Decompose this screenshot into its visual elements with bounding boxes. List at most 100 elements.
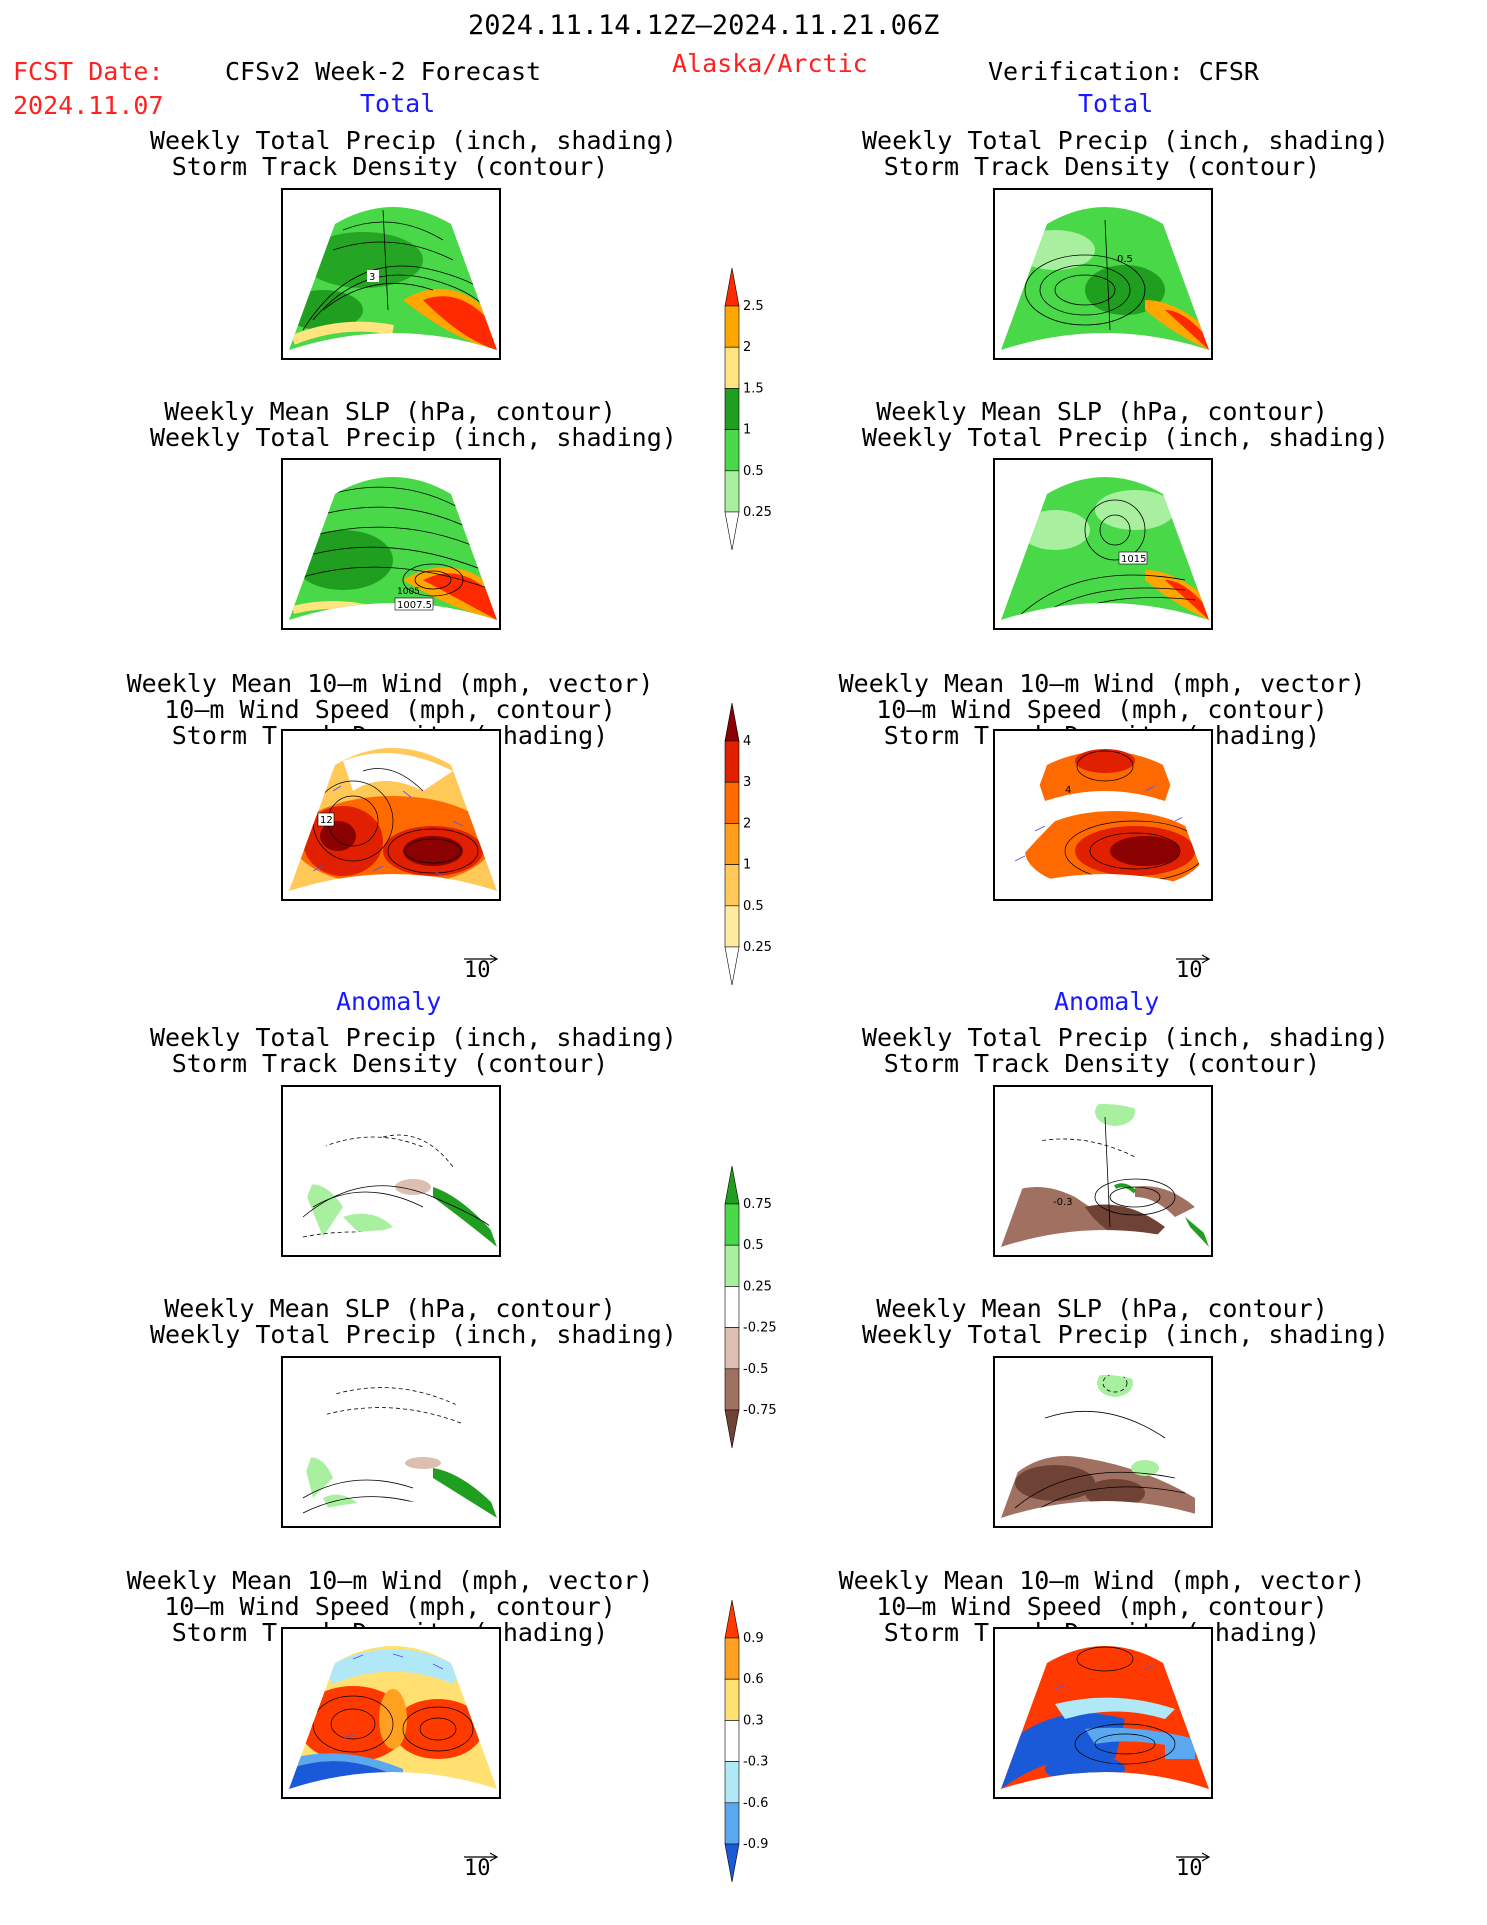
vector-ref-fc-anom: 10 (462, 1848, 502, 1881)
map-fc-anom-wind (281, 1627, 501, 1799)
colorbar-segment (724, 703, 740, 742)
contour-label: 12 (320, 815, 333, 826)
vector-ref-fc-total: 10 (462, 950, 502, 983)
colorbar-segment (724, 1637, 740, 1680)
map-fc-total-slp: 1005 1007.5 (281, 458, 501, 630)
colorbar-segment (724, 305, 740, 348)
forecast-label: CFSv2 Week-2 Forecast (225, 57, 542, 86)
colorbar-label: -0.9 (743, 1837, 768, 1852)
colorbar-segment (724, 1843, 740, 1882)
colorbar-label: 0.5 (743, 1238, 764, 1253)
colorbar-segment (724, 1286, 740, 1328)
section-anomaly-left: Anomaly (336, 987, 442, 1016)
colorbar-label: 2.5 (743, 299, 764, 314)
colorbar-segment (724, 1600, 740, 1639)
colorbar-label: 0.5 (743, 464, 764, 479)
colorbar-label: 0.75 (743, 1197, 772, 1212)
title-fc-anom-precip: Weekly Total Precip (inch, shading) Storm… (150, 1023, 677, 1078)
title-fc-total-slp: Weekly Mean SLP (hPa, contour) Weekly Tot… (150, 397, 677, 452)
map-ob-total-precip: 0.5 (993, 188, 1213, 360)
colorbar-label: 1 (743, 423, 751, 438)
contour-label: 1005 (397, 587, 420, 597)
section-total-right: Total (1078, 89, 1154, 118)
map-ob-anom-wind (993, 1627, 1213, 1799)
fcst-date-label: FCST Date: (13, 57, 164, 86)
map-ob-total-slp: 1015 (993, 458, 1213, 630)
vector-ref-label: 10 (464, 1856, 491, 1881)
colorbar-precip-anom: 0.75 0.5 0.25 -0.25 -0.5 -0.75 (715, 1166, 795, 1448)
map-fc-total-precip: 3 (281, 188, 501, 360)
colorbar-label: 4 (743, 734, 751, 749)
colorbar-segment (724, 946, 740, 985)
colorbar-label: 0.25 (743, 505, 772, 520)
colorbar-segment (724, 1368, 740, 1411)
colorbar-segment (724, 1678, 740, 1721)
colorbar-segment (724, 1166, 740, 1205)
colorbar-label: 0.25 (743, 940, 772, 955)
colorbar-label: -0.3 (743, 1755, 768, 1770)
title-ob-total-precip: Weekly Total Precip (inch, shading) Storm… (862, 126, 1389, 181)
colorbar-label: 2 (743, 816, 751, 831)
colorbar-label: 2 (743, 340, 751, 355)
vector-ref-ob-total: 10 (1174, 950, 1214, 983)
colorbar-label: -0.5 (743, 1362, 768, 1377)
vector-ref-label: 10 (1176, 1856, 1203, 1881)
colorbar-label: 0.5 (743, 899, 764, 914)
colorbar-segment (724, 1203, 740, 1246)
title-fc-total-precip: Weekly Total Precip (inch, shading) Storm… (150, 126, 677, 181)
colorbar-segment (724, 268, 740, 307)
contour-label: 1015 (1121, 554, 1146, 565)
title-ob-anom-slp: Weekly Mean SLP (hPa, contour) Weekly Tot… (862, 1294, 1389, 1349)
colorbar-label: 0.6 (743, 1672, 764, 1687)
colorbar-storm-total: 4 3 2 1 0.5 0.25 (715, 703, 795, 985)
colorbar-label: 1 (743, 858, 751, 873)
colorbar-segment (724, 429, 740, 472)
contour-label: 3 (369, 272, 375, 283)
map-ob-anom-slp (993, 1356, 1213, 1528)
date-range-title: 2024.11.14.12Z–2024.11.21.06Z (468, 10, 940, 41)
colorbar-segment (724, 511, 740, 550)
title-ob-anom-precip: Weekly Total Precip (inch, shading) Storm… (862, 1023, 1389, 1078)
title-ob-total-slp: Weekly Mean SLP (hPa, contour) Weekly Tot… (862, 397, 1389, 452)
colorbar-label: -0.75 (743, 1403, 777, 1418)
colorbar-segment (724, 823, 740, 865)
map-fc-anom-precip (281, 1085, 501, 1257)
colorbar-precip-total: 2.5 2 1.5 1 0.5 0.25 (715, 268, 795, 550)
colorbar-segment (724, 781, 740, 824)
colorbar-segment (724, 1802, 740, 1845)
region-label: Alaska/Arctic (672, 49, 868, 78)
vector-ref-label: 10 (1176, 958, 1203, 983)
map-ob-total-wind: 4 (993, 729, 1213, 901)
colorbar-label: -0.6 (743, 1796, 768, 1811)
colorbar-segment (724, 1244, 740, 1287)
colorbar-segment (724, 905, 740, 948)
fcst-date-value: 2024.11.07 (13, 91, 164, 120)
colorbar-segment (724, 388, 740, 430)
colorbar-label: 0.25 (743, 1279, 772, 1294)
contour-label: 0.5 (1117, 254, 1133, 265)
contour-label: 4 (1065, 785, 1071, 796)
verification-label: Verification: CFSR (988, 57, 1259, 86)
colorbar-label: -0.25 (743, 1321, 777, 1336)
map-fc-anom-slp (281, 1356, 501, 1528)
colorbar-segment (724, 470, 740, 513)
map-fc-total-wind: 12 (281, 729, 501, 901)
colorbar-label: 0.3 (743, 1713, 764, 1728)
colorbar-label: 0.9 (743, 1631, 764, 1646)
colorbar-segment (724, 1327, 740, 1370)
colorbar-segment (724, 1409, 740, 1448)
section-total-left: Total (360, 89, 436, 118)
colorbar-storm-anom: 0.9 0.6 0.3 -0.3 -0.6 -0.9 (715, 1600, 795, 1882)
contour-label: -0.3 (1053, 1197, 1073, 1208)
title-fc-anom-slp: Weekly Mean SLP (hPa, contour) Weekly Tot… (150, 1294, 677, 1349)
section-anomaly-right: Anomaly (1054, 987, 1160, 1016)
vector-ref-label: 10 (464, 958, 491, 983)
colorbar-segment (724, 1761, 740, 1804)
colorbar-segment (724, 864, 740, 907)
map-ob-anom-precip: -0.3 (993, 1085, 1213, 1257)
colorbar-segment (724, 740, 740, 783)
colorbar-label: 1.5 (743, 381, 764, 396)
colorbar-segment (724, 346, 740, 389)
vector-ref-ob-anom: 10 (1174, 1848, 1214, 1881)
colorbar-segment (724, 1720, 740, 1762)
